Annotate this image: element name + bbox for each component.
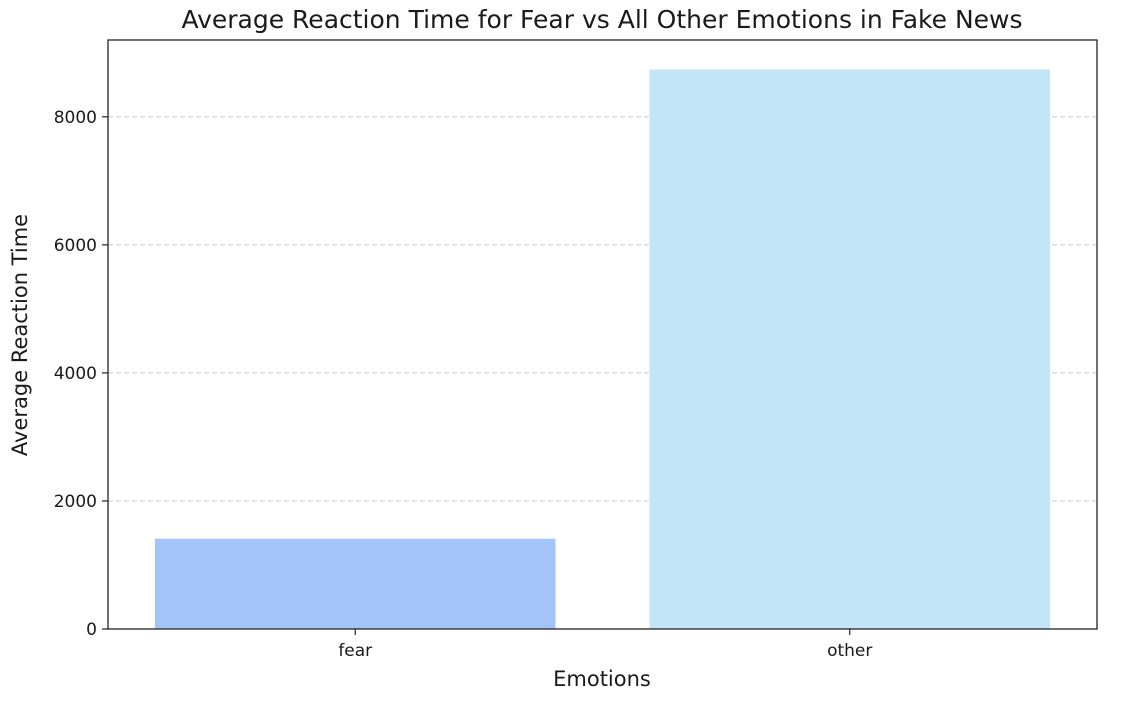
- x-axis-label: Emotions: [553, 667, 651, 691]
- y-axis-label: Average Reaction Time: [8, 214, 32, 456]
- y-tick-label: 6000: [54, 236, 97, 256]
- plot-frame: [107, 39, 1098, 630]
- bar-fear: [154, 538, 556, 629]
- x-axis-ticks: fear other: [338, 629, 872, 661]
- chart-title: Average Reaction Time for Fear vs All Ot…: [181, 5, 1022, 34]
- bars: [154, 69, 1051, 629]
- x-tick-label: other: [827, 641, 872, 661]
- y-tick-label: 4000: [54, 364, 97, 384]
- bar-other: [649, 69, 1051, 629]
- y-axis-ticks: 0 2000 4000 6000 8000: [54, 108, 108, 640]
- y-tick-label: 2000: [54, 492, 97, 512]
- y-tick-label: 0: [86, 620, 97, 640]
- y-tick-label: 8000: [54, 108, 97, 128]
- x-tick-label: fear: [338, 641, 372, 661]
